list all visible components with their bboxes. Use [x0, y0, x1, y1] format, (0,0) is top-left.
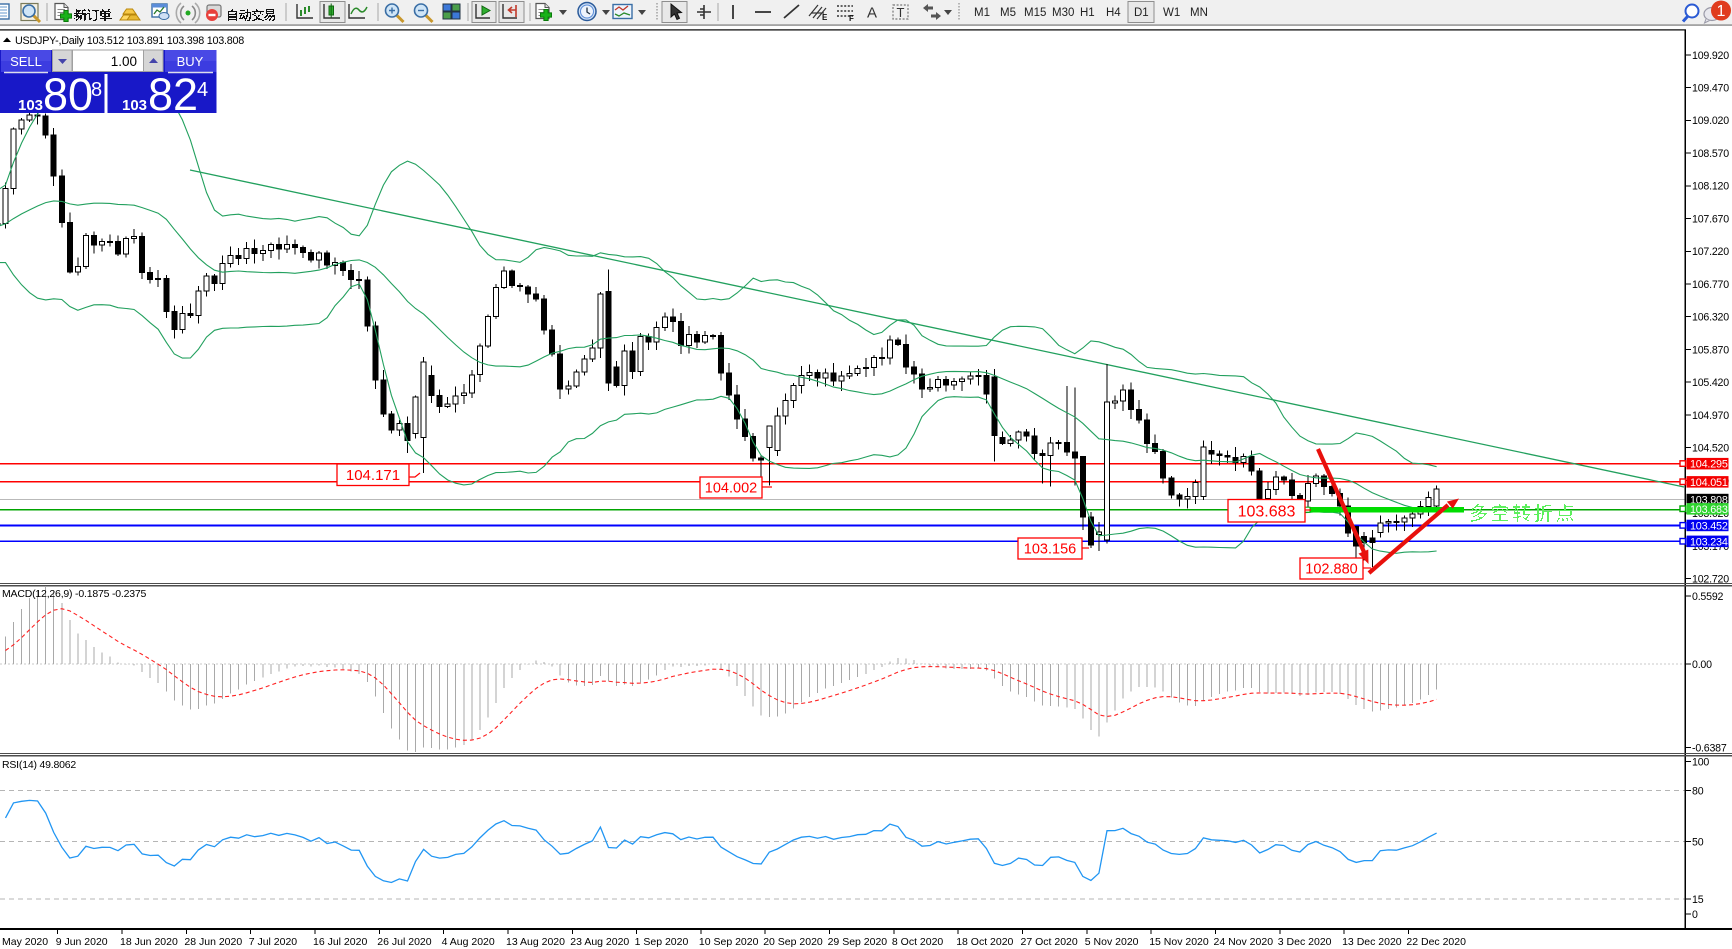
svg-text:102.880: 102.880 — [1305, 562, 1357, 578]
svg-text:104.970: 104.970 — [1692, 410, 1729, 422]
svg-text:4 Aug 2020: 4 Aug 2020 — [442, 936, 495, 948]
svg-text:7 Jul 2020: 7 Jul 2020 — [249, 936, 298, 948]
svg-text:29 Sep 2020: 29 Sep 2020 — [828, 936, 888, 948]
svg-text:4: 4 — [197, 79, 208, 101]
svg-text:109.020: 109.020 — [1692, 115, 1729, 127]
svg-text:104.051: 104.051 — [1690, 477, 1728, 489]
svg-text:0: 0 — [1692, 909, 1698, 921]
svg-text:8 Oct 2020: 8 Oct 2020 — [892, 936, 944, 948]
svg-text:80: 80 — [43, 69, 93, 120]
svg-text:MACD(12,26,9) -0.1875 -0.2375: MACD(12,26,9) -0.1875 -0.2375 — [2, 588, 147, 600]
svg-text:1 Sep 2020: 1 Sep 2020 — [635, 936, 689, 948]
svg-text:1.00: 1.00 — [111, 54, 137, 69]
svg-text:100: 100 — [1692, 757, 1709, 769]
svg-text:MN: MN — [1190, 7, 1208, 19]
svg-text:T: T — [897, 5, 905, 20]
svg-text:26 Jul 2020: 26 Jul 2020 — [377, 936, 431, 948]
svg-text:28 Jun 2020: 28 Jun 2020 — [184, 936, 242, 948]
svg-text:F: F — [849, 14, 854, 23]
svg-text:108.120: 108.120 — [1692, 181, 1729, 193]
svg-text:8: 8 — [91, 79, 102, 101]
svg-text:16 Jul 2020: 16 Jul 2020 — [313, 936, 367, 948]
svg-text:13 Dec 2020: 13 Dec 2020 — [1342, 936, 1402, 948]
svg-text:106.770: 106.770 — [1692, 279, 1729, 291]
svg-text:BUY: BUY — [177, 54, 204, 69]
svg-text:23 Aug 2020: 23 Aug 2020 — [570, 936, 629, 948]
svg-text:50: 50 — [1692, 837, 1704, 849]
svg-text:15: 15 — [1692, 894, 1704, 906]
svg-text:109.470: 109.470 — [1692, 83, 1729, 95]
svg-text:27 Oct 2020: 27 Oct 2020 — [1021, 936, 1078, 948]
svg-text:13 Aug 2020: 13 Aug 2020 — [506, 936, 565, 948]
svg-text:80: 80 — [1692, 785, 1704, 797]
svg-text:D1: D1 — [1134, 7, 1149, 19]
svg-text:M5: M5 — [1000, 7, 1016, 19]
svg-text:103.683: 103.683 — [1690, 504, 1728, 516]
svg-text:1: 1 — [1717, 3, 1726, 20]
svg-text:108.570: 108.570 — [1692, 148, 1729, 160]
svg-text:104.295: 104.295 — [1690, 459, 1728, 471]
svg-text:-0.6387: -0.6387 — [1692, 743, 1727, 755]
svg-text:103.452: 103.452 — [1690, 520, 1728, 532]
svg-text:USDJPY-,Daily 103.512 103.891: USDJPY-,Daily 103.512 103.891 103.398 10… — [15, 35, 244, 47]
svg-text:SELL: SELL — [10, 54, 42, 69]
svg-text:103.234: 103.234 — [1690, 536, 1728, 548]
svg-text:104.002: 104.002 — [705, 481, 757, 497]
svg-text:5 Nov 2020: 5 Nov 2020 — [1085, 936, 1139, 948]
svg-text:M1: M1 — [974, 7, 990, 19]
svg-text:H1: H1 — [1080, 7, 1095, 19]
svg-text:20 Sep 2020: 20 Sep 2020 — [763, 936, 823, 948]
svg-text:E: E — [822, 13, 828, 22]
svg-text:RSI(14) 49.8062: RSI(14) 49.8062 — [2, 759, 76, 771]
svg-text:W1: W1 — [1163, 7, 1180, 19]
svg-text:103.683: 103.683 — [1238, 504, 1296, 521]
svg-text:M30: M30 — [1052, 7, 1074, 19]
svg-text:A: A — [867, 5, 877, 22]
svg-text:H4: H4 — [1106, 7, 1121, 19]
svg-text:3 Dec 2020: 3 Dec 2020 — [1278, 936, 1332, 948]
svg-text:82: 82 — [148, 69, 198, 120]
svg-text:102.720: 102.720 — [1692, 574, 1729, 586]
svg-text:10 Sep 2020: 10 Sep 2020 — [699, 936, 759, 948]
svg-text:106.320: 106.320 — [1692, 312, 1729, 324]
svg-text:24 Nov 2020: 24 Nov 2020 — [1214, 936, 1274, 948]
svg-text:105.420: 105.420 — [1692, 377, 1729, 389]
svg-text:104.520: 104.520 — [1692, 443, 1729, 455]
svg-text:104.171: 104.171 — [346, 467, 400, 484]
svg-text:15 Nov 2020: 15 Nov 2020 — [1149, 936, 1209, 948]
svg-text:105.870: 105.870 — [1692, 344, 1729, 356]
svg-text:22 Dec 2020: 22 Dec 2020 — [1406, 936, 1466, 948]
svg-text:107.220: 107.220 — [1692, 246, 1729, 258]
svg-text:9 Jun 2020: 9 Jun 2020 — [56, 936, 108, 948]
svg-text:103: 103 — [18, 97, 43, 114]
svg-text:18 Jun 2020: 18 Jun 2020 — [120, 936, 178, 948]
svg-text:103.156: 103.156 — [1024, 542, 1076, 558]
svg-text:103: 103 — [122, 97, 147, 114]
svg-text:0.5592: 0.5592 — [1692, 591, 1724, 603]
svg-text:109.920: 109.920 — [1692, 50, 1729, 62]
svg-text:107.670: 107.670 — [1692, 214, 1729, 226]
svg-text:M15: M15 — [1024, 7, 1046, 19]
svg-text:18 Oct 2020: 18 Oct 2020 — [956, 936, 1013, 948]
svg-text:0.00: 0.00 — [1692, 659, 1712, 671]
svg-text:31 May 2020: 31 May 2020 — [0, 936, 48, 948]
